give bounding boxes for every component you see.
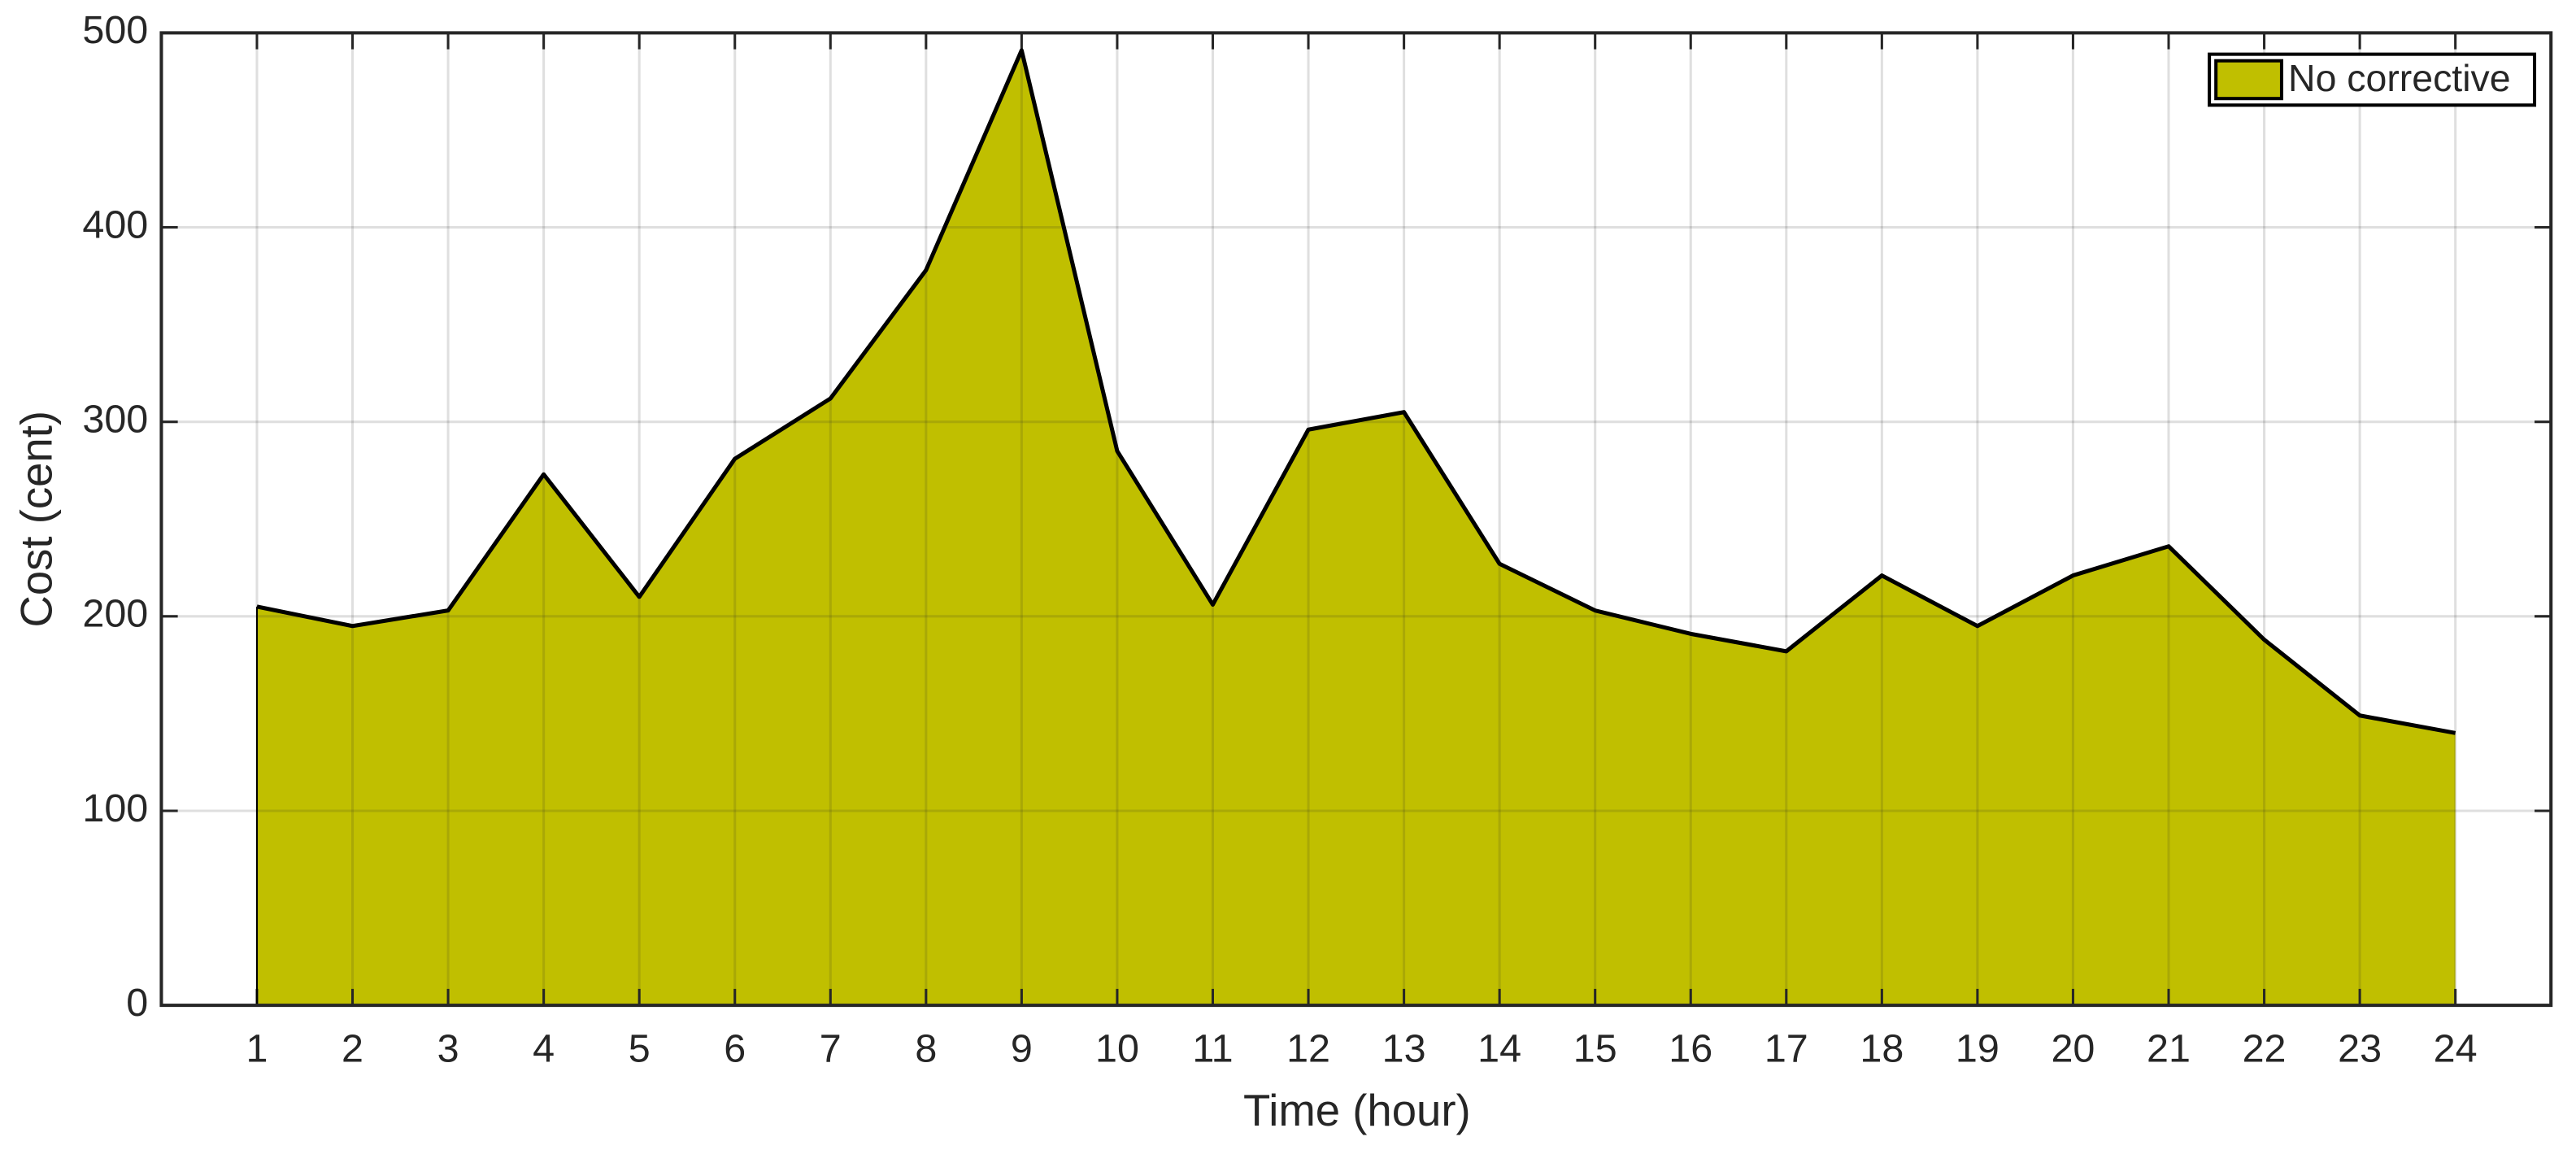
- legend-swatch: [2214, 59, 2283, 101]
- area-line: [256, 48, 2456, 735]
- x-tick-label: 5: [629, 1026, 651, 1070]
- x-tick-label: 15: [1573, 1026, 1617, 1070]
- legend-label: No corrective: [2288, 57, 2511, 99]
- y-tick-label: 500: [82, 8, 148, 52]
- x-tick-label: 10: [1095, 1026, 1139, 1070]
- x-tick-label: 6: [724, 1026, 746, 1070]
- y-tick-label: 200: [82, 592, 148, 636]
- x-tick-label: 19: [1956, 1026, 1999, 1070]
- area-fill: [256, 50, 2456, 1006]
- x-tick-label: 2: [342, 1026, 363, 1070]
- x-tick-label: 14: [1477, 1026, 1521, 1070]
- x-tick-label: 11: [1192, 1026, 1233, 1070]
- x-tick-label: 24: [2434, 1026, 2478, 1070]
- x-tick-label: 12: [1286, 1026, 1330, 1070]
- x-tick-label: 7: [820, 1026, 842, 1070]
- x-tick-label: 8: [915, 1026, 937, 1070]
- y-tick-label: 0: [126, 981, 148, 1025]
- x-tick-label: 21: [2147, 1026, 2191, 1070]
- x-axis-label: Time (hour): [1243, 1086, 1471, 1135]
- x-tick-label: 4: [533, 1026, 555, 1070]
- x-tick-label: 1: [246, 1026, 268, 1070]
- x-tick-label: 22: [2243, 1026, 2287, 1070]
- y-tick-label: 300: [82, 397, 148, 441]
- x-tick-label: 3: [437, 1026, 459, 1070]
- x-tick-label: 13: [1382, 1026, 1426, 1070]
- x-tick-label: 23: [2338, 1026, 2382, 1070]
- x-tick-label: 18: [1860, 1026, 1904, 1070]
- x-tick-label: 17: [1764, 1026, 1808, 1070]
- x-tick-label: 20: [2051, 1026, 2095, 1070]
- x-tick-label: 16: [1669, 1026, 1712, 1070]
- plot-frame: [159, 31, 2553, 1008]
- x-tick-label: 9: [1011, 1026, 1033, 1070]
- y-axis-label: Cost (cent): [11, 411, 61, 628]
- y-tick-label: 100: [82, 786, 148, 830]
- y-tick-label: 400: [82, 203, 148, 246]
